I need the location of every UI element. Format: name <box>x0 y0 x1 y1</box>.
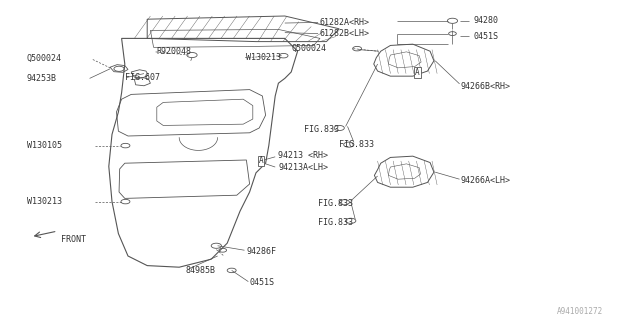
Text: W130105: W130105 <box>27 141 62 150</box>
Text: 61282A<RH>: 61282A<RH> <box>320 18 370 27</box>
Text: 94266B<RH>: 94266B<RH> <box>461 82 511 91</box>
Text: 94280: 94280 <box>474 16 499 25</box>
Text: 61282B<LH>: 61282B<LH> <box>320 29 370 38</box>
Text: 0451S: 0451S <box>250 278 275 287</box>
Text: W130213: W130213 <box>246 53 282 62</box>
Text: FIG.607: FIG.607 <box>125 73 160 82</box>
Text: 94213 <RH>: 94213 <RH> <box>278 151 328 160</box>
Text: FIG.833: FIG.833 <box>318 218 353 227</box>
Text: 94253B: 94253B <box>27 74 57 83</box>
Text: 94266A<LH>: 94266A<LH> <box>461 176 511 185</box>
Text: A941001272: A941001272 <box>557 308 603 316</box>
Text: 94286F: 94286F <box>246 247 276 256</box>
Text: R920048: R920048 <box>157 47 192 56</box>
Text: FRONT: FRONT <box>61 235 86 244</box>
Text: A: A <box>259 156 264 165</box>
Text: FIG.833: FIG.833 <box>339 140 374 149</box>
Text: Q500024: Q500024 <box>27 54 62 63</box>
Text: 0451S: 0451S <box>474 32 499 41</box>
Text: 94213A<LH>: 94213A<LH> <box>278 163 328 172</box>
Text: 84985B: 84985B <box>186 266 216 275</box>
Text: Q500024: Q500024 <box>291 44 326 53</box>
Text: W130213: W130213 <box>27 197 62 206</box>
Text: FIG.833: FIG.833 <box>304 125 339 134</box>
Text: A: A <box>415 68 420 77</box>
Text: FIG.833: FIG.833 <box>318 199 353 208</box>
